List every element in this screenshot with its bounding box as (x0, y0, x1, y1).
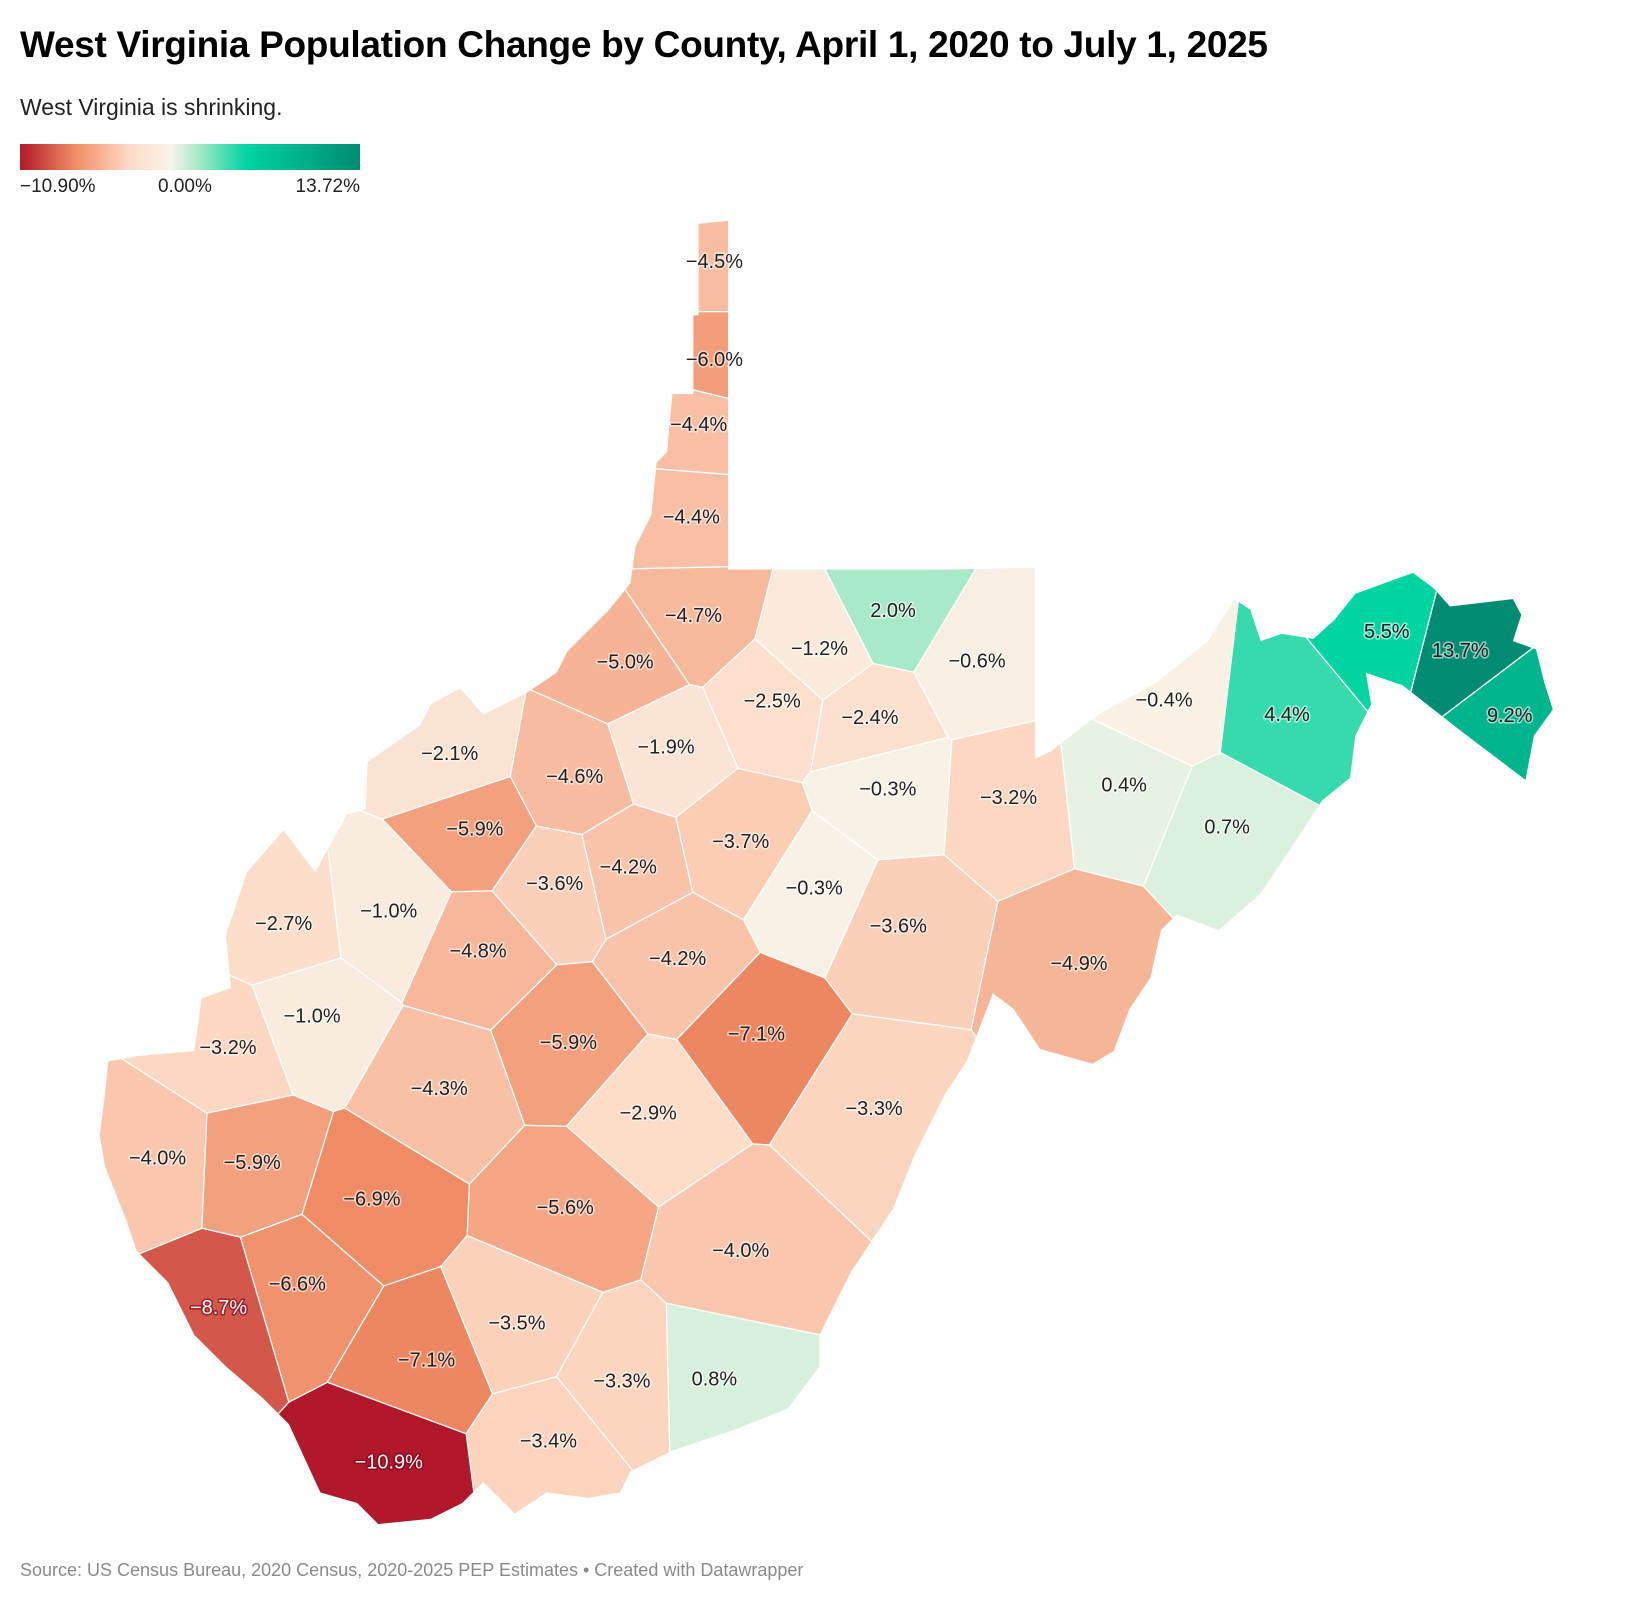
county-shape[interactable] (383, 446, 832, 570)
county-value-label: −2.4% (841, 707, 898, 729)
county-value-label: −1.9% (638, 737, 695, 759)
county-value-label: 9.2% (1487, 705, 1533, 727)
county-value-label: −3.6% (870, 915, 927, 937)
county-value-label: −1.0% (283, 1006, 340, 1028)
county-value-label: −4.4% (663, 506, 720, 528)
county-value-label: −3.2% (199, 1037, 256, 1059)
county-value-label: −6.0% (686, 349, 743, 371)
county-value-label: −4.0% (712, 1240, 769, 1262)
county-value-label: −4.7% (665, 605, 722, 627)
county-value-label: −2.7% (255, 913, 312, 935)
chart-subtitle: West Virginia is shrinking. (20, 94, 283, 120)
chart-title: West Virginia Population Change by Count… (20, 24, 1268, 65)
county-value-label: −4.3% (411, 1078, 468, 1100)
legend-max-label: 13.72% (295, 176, 360, 197)
county-value-label: −5.9% (540, 1032, 597, 1054)
county-value-label: −0.3% (859, 779, 916, 801)
county-value-label: −3.2% (980, 787, 1037, 809)
county-value-label: −4.5% (686, 251, 743, 273)
county-value-label: 0.7% (1204, 816, 1250, 838)
county-value-label: −10.9% (355, 1451, 423, 1473)
county-value-label: 4.4% (1264, 704, 1310, 726)
county-value-label: −0.4% (1136, 689, 1193, 711)
county-value-label: −3.5% (488, 1313, 545, 1335)
county-shape[interactable] (180, 292, 878, 484)
county-value-label: −3.3% (846, 1098, 903, 1120)
county-value-label: 5.5% (1364, 621, 1410, 643)
county-value-label: −5.9% (224, 1152, 281, 1174)
county-value-label: −3.7% (712, 831, 769, 853)
county-value-label: −0.6% (949, 650, 1006, 672)
color-legend-bar (20, 144, 360, 170)
county-value-label: −2.1% (421, 743, 478, 765)
county-value-label: −4.9% (1050, 953, 1107, 975)
county-value-label: −1.2% (791, 638, 848, 660)
county-value-label: −3.6% (526, 873, 583, 895)
county-value-label: −0.3% (786, 877, 843, 899)
county-value-label: −4.6% (546, 766, 603, 788)
county-shape[interactable] (0, 480, 342, 986)
county-value-label: −1.0% (360, 901, 417, 923)
county-value-label: 2.0% (870, 600, 916, 622)
county-value-label: −7.1% (398, 1349, 455, 1371)
county-shape[interactable] (1396, 0, 1640, 752)
county-value-label: −3.3% (593, 1370, 650, 1392)
county-value-label: −6.6% (269, 1274, 326, 1296)
county-value-label: −2.9% (620, 1102, 677, 1124)
county-value-label: −5.6% (537, 1197, 594, 1219)
county-value-label: −4.2% (649, 948, 706, 970)
legend-mid-label: 0.00% (158, 176, 212, 197)
county-shape[interactable] (0, 195, 528, 820)
county-value-label: −6.9% (343, 1189, 400, 1211)
county-value-label: 0.4% (1101, 774, 1147, 796)
county-value-label: −4.8% (449, 941, 506, 963)
county-value-label: −4.2% (600, 856, 657, 878)
source-footer: Source: US Census Bureau, 2020 Census, 2… (20, 1560, 804, 1580)
county-value-label: 0.8% (692, 1368, 738, 1390)
county-value-label: −8.7% (190, 1297, 247, 1319)
county-value-label: −5.9% (446, 819, 503, 841)
county-labels: −4.5% −6.0% −4.4% −4.4% −4.7% 2.0% −0.6% −1.2% −… (127, 249, 1534, 1474)
county-value-label: −7.1% (728, 1024, 785, 1046)
legend-min-label: −10.90% (20, 176, 96, 197)
county-shape[interactable] (0, 1227, 290, 1606)
county-value-label: −3.4% (520, 1430, 577, 1452)
county-value-label: −4.0% (129, 1148, 186, 1170)
county-value-label: −4.4% (670, 414, 727, 436)
county-value-label: −5.0% (597, 651, 654, 673)
county-value-label: −2.5% (744, 690, 801, 712)
county-value-label: 13.7% (1432, 640, 1489, 662)
county-shape[interactable] (1142, 751, 1614, 1398)
county-shape[interactable] (970, 868, 1640, 1606)
